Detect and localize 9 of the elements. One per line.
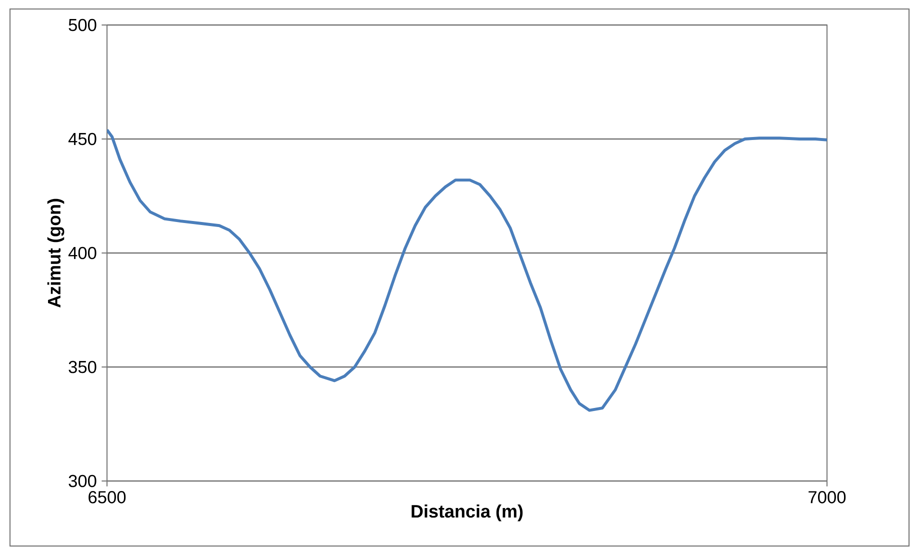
x-tick-label: 6500 bbox=[88, 491, 126, 504]
y-tick-label: 450 bbox=[68, 132, 96, 146]
y-tick-label: 350 bbox=[68, 360, 96, 374]
y-tick-label: 300 bbox=[68, 474, 96, 488]
y-tick-label: 500 bbox=[68, 18, 96, 32]
y-tick-label: 400 bbox=[68, 246, 96, 260]
x-axis-title: Distancia (m) bbox=[412, 504, 523, 522]
y-axis-title: Azimut (gon) bbox=[47, 198, 64, 308]
x-tick-label: 7000 bbox=[808, 491, 846, 504]
